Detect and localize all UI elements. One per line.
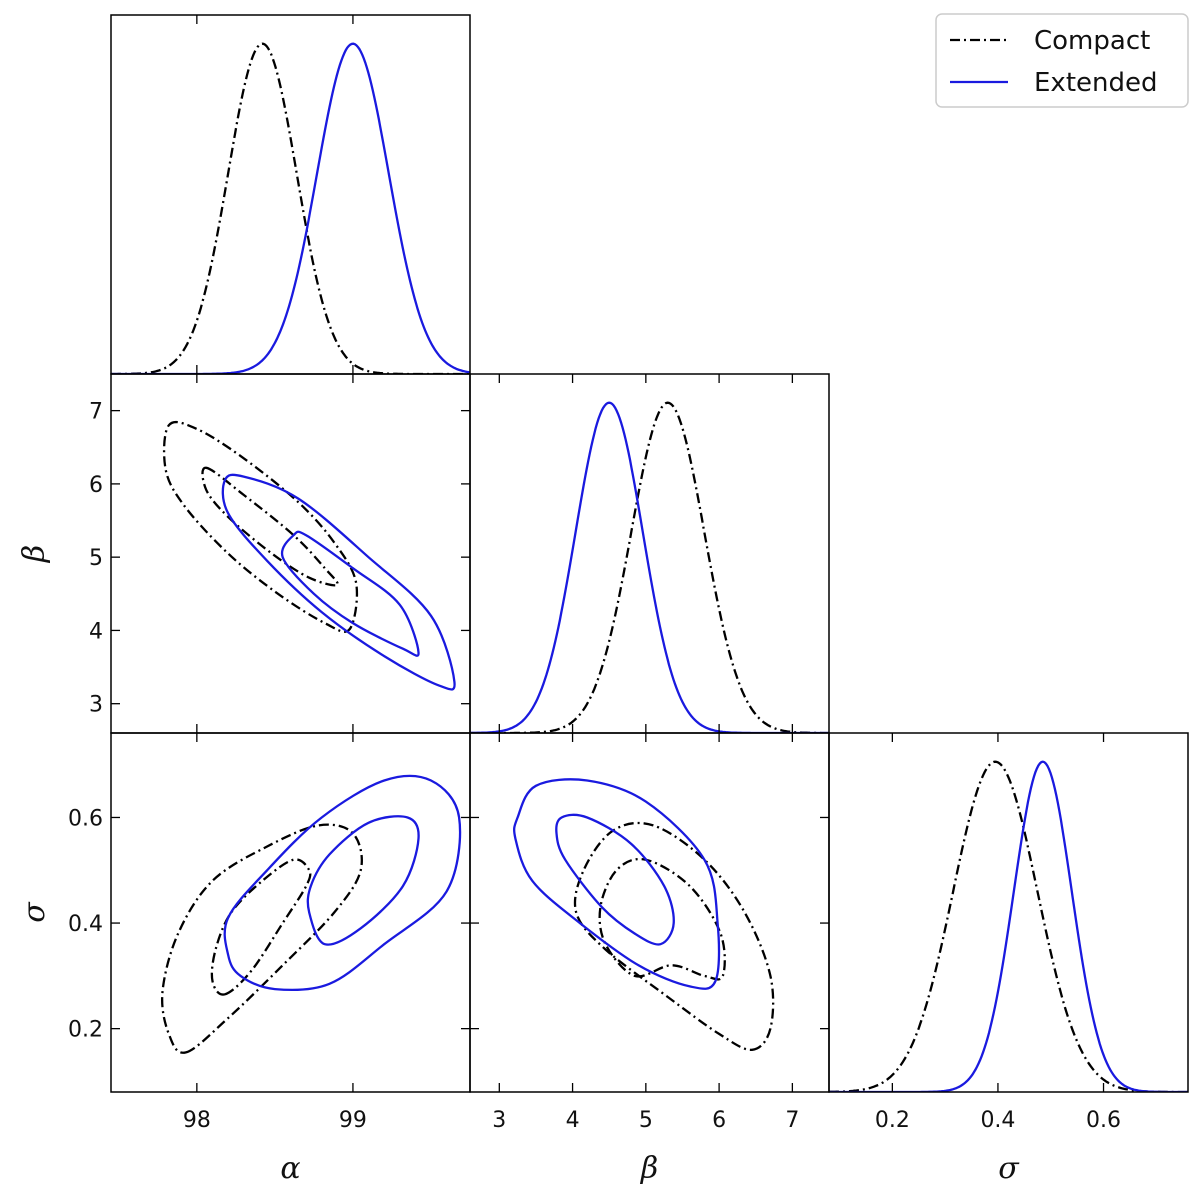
panel-frame	[110, 373, 471, 734]
panel-frame	[469, 373, 830, 734]
contour-compact-alpha-sigma-95pct	[160, 823, 363, 1054]
x-tick-label-beta: 5	[639, 1108, 653, 1133]
panel-marginal-sigma: 0.2 0.4 0.6 σ	[828, 732, 1189, 1186]
panel-alpha-beta: 3 4 5 6 7 β	[17, 373, 471, 734]
contour-extended-alpha-beta-95pct	[221, 473, 456, 691]
legend-label-compact: Compact	[1034, 26, 1150, 56]
x-axis-label-alpha: α	[280, 1151, 300, 1186]
contour-compact-beta-sigma-95pct	[573, 821, 775, 1051]
x-tick-label-alpha: 99	[339, 1108, 367, 1133]
panel-marginal-beta	[469, 373, 830, 734]
marginal-curve-extended-alpha	[111, 42, 470, 374]
contour-compact-alpha-beta-95pct	[162, 420, 359, 633]
panel-curves	[162, 420, 456, 691]
y-axis-label-sigma: σ	[17, 901, 52, 923]
x-tick-label-sigma: 0.2	[875, 1108, 910, 1133]
x-tick-label-sigma: 0.4	[980, 1108, 1015, 1133]
panel-beta-sigma: 3 4 5 6 7 β	[469, 732, 830, 1186]
x-tick-label-sigma: 0.6	[1086, 1108, 1121, 1133]
contour-compact-alpha-sigma-68pct	[210, 858, 312, 996]
y-tick-label-beta: 3	[89, 693, 103, 718]
contour-extended-alpha-beta-68pct	[280, 530, 420, 657]
marginal-curve-compact-sigma	[829, 760, 1188, 1092]
y-axis-label-beta: β	[17, 545, 52, 563]
contour-extended-beta-sigma-95pct	[512, 778, 721, 990]
y-tick-label-sigma: 0.2	[68, 1018, 103, 1043]
plot-area: 3 4 5 6 7 β 98 99 0.2 0.4 0.6 α σ 3 4 5 6 7 β 0.2 0.4 0.6 σ	[17, 14, 1189, 1186]
marginal-curve-compact-beta	[470, 401, 829, 733]
contour-extended-alpha-sigma-68pct	[306, 815, 420, 946]
panel-curves	[160, 774, 462, 1054]
panel-frame	[828, 732, 1189, 1093]
legend-box	[935, 13, 1189, 108]
legend: Compact Extended	[935, 13, 1189, 108]
contour-extended-alpha-sigma-95pct	[223, 774, 462, 992]
contour-extended-beta-sigma-68pct	[555, 813, 675, 946]
x-axis-label-sigma: σ	[998, 1151, 1020, 1186]
contour-compact-beta-sigma-68pct	[598, 857, 726, 981]
x-axis-label-beta: β	[640, 1151, 658, 1186]
y-tick-label-beta: 5	[89, 546, 103, 571]
x-tick-label-beta: 3	[492, 1108, 506, 1133]
y-tick-label-beta: 4	[89, 619, 103, 644]
y-tick-label-beta: 6	[89, 473, 103, 498]
marginal-curve-compact-alpha	[111, 42, 470, 374]
marginal-curve-extended-sigma	[829, 760, 1188, 1092]
y-tick-label-beta: 7	[89, 400, 103, 425]
panel-frame	[469, 732, 830, 1093]
contour-compact-alpha-beta-68pct	[201, 466, 339, 587]
panel-curves	[470, 401, 829, 733]
x-tick-label-beta: 4	[566, 1108, 580, 1133]
panel-alpha-sigma: 98 99 0.2 0.4 0.6 α σ	[17, 732, 471, 1186]
y-tick-label-sigma: 0.4	[68, 912, 103, 937]
panel-curves	[512, 778, 775, 1051]
panel-marginal-alpha	[110, 14, 471, 375]
legend-label-extended: Extended	[1034, 68, 1158, 98]
panel-frame	[110, 14, 471, 375]
x-tick-label-beta: 6	[712, 1108, 726, 1133]
panel-curves	[111, 42, 470, 374]
marginal-curve-extended-beta	[470, 401, 829, 733]
x-tick-label-alpha: 98	[183, 1108, 211, 1133]
y-tick-label-sigma: 0.6	[68, 806, 103, 831]
panel-curves	[829, 760, 1188, 1092]
x-tick-label-beta: 7	[785, 1108, 799, 1133]
